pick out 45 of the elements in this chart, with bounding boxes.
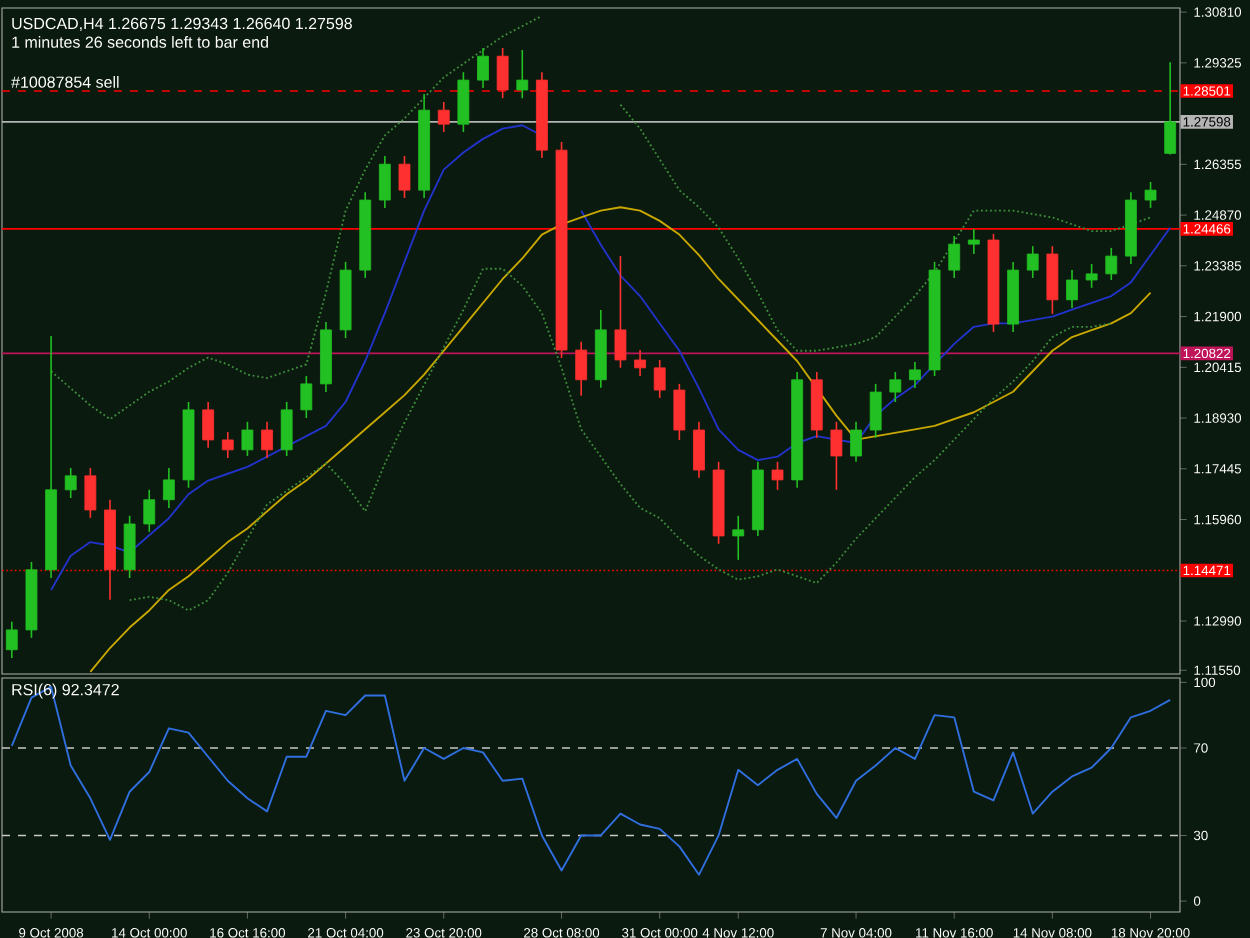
candlestick [437,101,450,133]
candlestick [143,489,156,533]
candlestick [967,228,980,255]
candlestick [5,620,18,659]
candlestick [948,235,961,279]
candlestick [1105,247,1118,281]
candlestick [1164,61,1177,156]
candlestick [850,421,862,463]
candlestick [477,47,489,89]
candlestick [84,467,97,519]
candlestick [162,467,175,509]
candlestick [909,361,921,389]
candlestick [1085,263,1098,289]
candlestick [673,383,686,441]
candlestick [241,421,254,457]
candlestick [398,155,411,199]
candlestick [202,401,215,449]
candlestick [614,255,627,369]
candlestick [300,375,313,419]
candlestick [771,460,784,491]
line-series [10,685,1172,876]
candlestick [221,431,234,459]
candlestick [1026,245,1039,279]
candlestick [496,47,509,100]
candlestick [1046,245,1059,315]
candlestick [653,359,666,399]
candlestick [1144,181,1157,209]
candlestick [123,514,136,579]
candlestick [64,467,77,499]
candlestick [261,421,273,459]
candlestick [869,383,882,439]
candlestick [634,349,646,377]
candlestick [830,421,843,491]
candlestick [1066,269,1078,309]
candlestick [378,155,391,209]
candlestick [575,341,588,397]
candlestick [732,514,745,561]
text: USDCAD,H4 1.26675 1.29343 1.26640 1.27598 [12,17,352,32]
annotation: #10087854 sell [11,76,119,88]
candlestick [280,401,293,457]
candlestick [516,49,529,100]
text: 1 minutes 26 seconds left to bar end [12,36,268,48]
candlestick [693,421,705,479]
candlestick [889,371,902,403]
candlestick [457,71,470,133]
